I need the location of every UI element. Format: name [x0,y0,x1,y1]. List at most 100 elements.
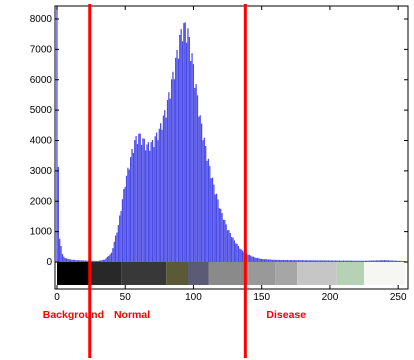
histogram-bar [241,250,244,262]
histogram-bar [372,260,375,262]
x-tick-label: 100 [185,292,202,303]
histogram-bar [314,260,316,262]
histogram-bar [192,64,195,262]
histogram-bar [281,259,283,262]
histogram-bar [382,260,384,262]
histogram-bar [318,260,320,262]
histogram-bar [128,169,130,262]
histogram-bar [56,7,58,262]
histogram-bar [105,258,107,262]
histogram-bar [79,260,81,262]
threshold-lines [88,4,247,358]
colorbar-segment [364,262,405,285]
histogram-bar [78,260,80,262]
histogram-bar [344,260,346,262]
x-tick-label: 250 [390,292,407,303]
histogram-bar [265,259,267,262]
histogram-bar [224,220,226,262]
histogram-bar [359,260,361,262]
histogram-bar [292,260,294,262]
histogram-bar [329,260,331,262]
histogram-bar [371,260,373,262]
colorbar-segment [248,262,276,285]
histogram-bar [360,260,362,262]
colorbar-segment [57,262,92,285]
histogram-bar [180,29,182,262]
histogram-bar [280,260,282,262]
histogram-bar [347,260,349,262]
histogram-bar [356,260,358,262]
histogram-bar [67,258,69,262]
histogram-bar [65,258,68,262]
histogram-bar [175,57,177,262]
histogram-bar [196,95,199,262]
histogram-bar [286,260,289,262]
histogram-bar [389,260,391,262]
histogram-bar [326,260,328,262]
histogram-bar [188,36,190,262]
histogram-bar [72,259,74,262]
histogram-bar [336,260,338,262]
histogram-bar [240,249,242,262]
histogram-bar [134,140,136,262]
histogram-bar [57,166,59,262]
histogram-bar [401,260,403,262]
histogram-bar [349,260,351,262]
histogram-bar [221,213,223,262]
histogram-bar [276,259,278,262]
histogram-bar [267,259,270,262]
histogram-bar [63,256,65,262]
histogram-bar [213,184,215,262]
histogram-bar [124,186,126,262]
histogram-bar [235,243,237,262]
histogram-bar [377,260,379,262]
histogram-bar [99,260,102,262]
histogram-bar [69,259,72,262]
histogram-bar [82,260,84,262]
y-tick-label: 4000 [30,136,53,147]
histogram-bar [199,115,201,263]
histogram-bar [200,123,203,262]
histogram-bar [75,260,77,262]
histogram-bar [232,237,234,262]
histogram-bars [56,7,406,263]
histogram-bar [348,260,350,262]
histogram-bar [258,258,260,262]
histogram-bar [228,230,230,262]
plot-frame [54,5,409,290]
histogram-bar [254,257,256,262]
histogram-bar [169,98,171,262]
histogram-bar [119,215,121,262]
histogram-bar [355,260,357,262]
histogram-bar [263,259,266,262]
histogram-bar [334,260,336,262]
y-tick-label: 1000 [30,227,53,238]
histogram-bar [274,259,276,262]
histogram-bar [150,142,152,262]
histogram-bar [307,260,309,262]
histogram-bar [394,260,397,262]
histogram-bar [153,147,155,262]
histogram-bar [278,259,281,262]
histogram-bar [248,254,250,262]
histogram-bar [60,246,62,262]
histogram-bar [251,256,253,262]
histogram-bar [101,260,103,262]
histogram-bar [97,260,99,262]
histogram-bar [165,117,167,262]
histogram-bar [179,34,181,263]
histogram-bar [256,257,259,262]
colorbar-segment [91,262,122,285]
histogram-bar [285,259,287,262]
histogram-bar [74,259,76,262]
histogram-bar [229,232,231,262]
histogram-bar [80,260,83,262]
histogram-bar [370,260,372,262]
y-tick-label: 0 [46,257,52,268]
histogram-bar [386,260,388,262]
histogram-bar [262,259,264,262]
histogram-bar [345,260,347,262]
histogram-bar [357,260,360,262]
histogram-bar [164,110,166,263]
histogram-bar [157,140,159,262]
